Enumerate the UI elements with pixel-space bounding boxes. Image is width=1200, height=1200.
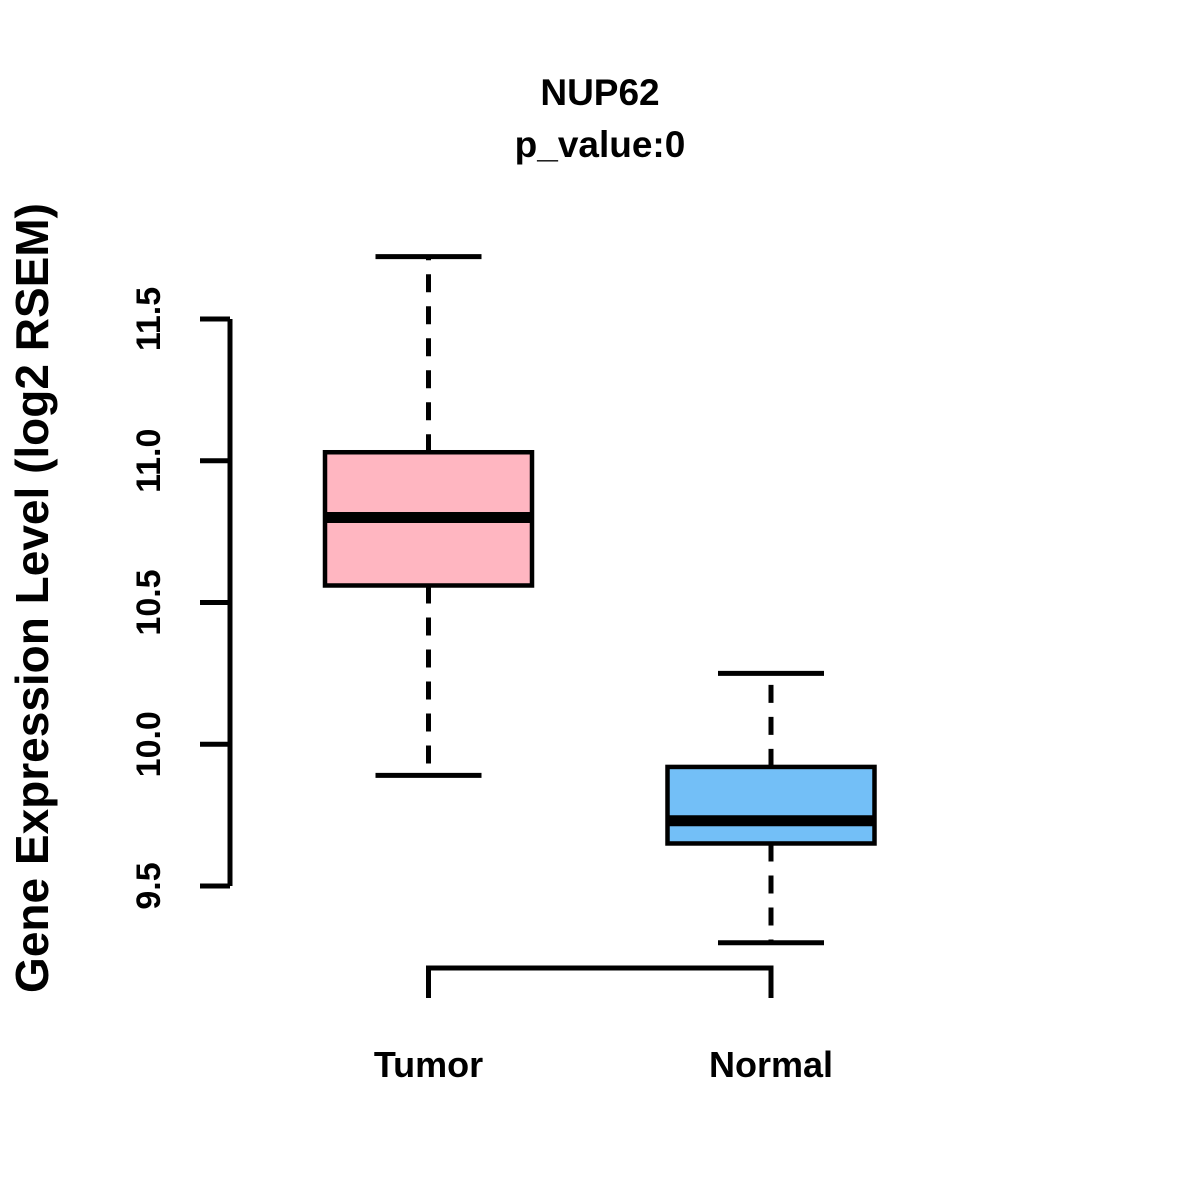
comparison-bracket — [426, 965, 774, 998]
x-category-label-normal: Normal — [709, 1044, 833, 1085]
y-axis-tick-label: 11.5 — [130, 287, 168, 351]
normal-box — [665, 764, 877, 846]
chart-subtitle: p_value:0 — [515, 124, 686, 165]
y-axis-tick-label: 9.5 — [130, 862, 168, 909]
y-axis-tick-label: 11.0 — [130, 429, 168, 493]
x-category-label-tumor: Tumor — [374, 1044, 483, 1085]
y-axis-tick-label: 10.5 — [130, 569, 168, 635]
y-axis-tick-label: 10.0 — [130, 711, 168, 777]
chart-title: NUP62 — [540, 72, 659, 113]
y-axis-label: Gene Expression Level (log2 RSEM) — [6, 203, 58, 993]
plot-marks: 9.5 10.0 10.5 11.0 11.5 Tumor Normal — [130, 254, 877, 1085]
